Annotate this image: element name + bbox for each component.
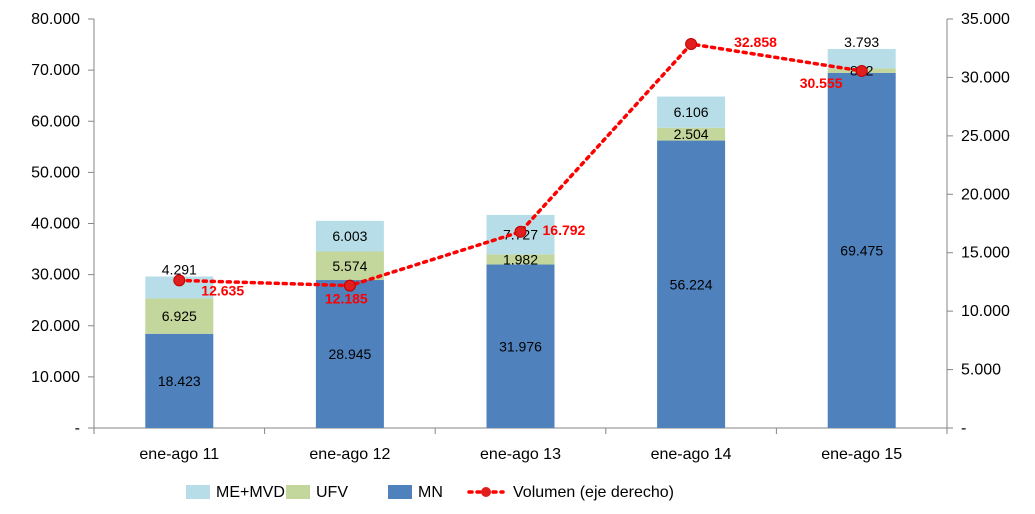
data-label-mn: 31.976 [499,338,542,354]
legend-label: MN [418,484,443,501]
data-label-me-mvd: 3.793 [844,34,879,50]
right-axis-tick-label: 15.000 [961,245,1010,262]
left-axis-tick-label: 20.000 [31,318,80,335]
volumen-point [173,274,186,287]
data-label-mn: 28.945 [328,346,371,362]
legend-line-marker [481,487,491,497]
right-axis-tick-label: - [961,420,966,437]
data-label-ufv: 1.982 [503,251,538,267]
volumen-point [685,38,698,51]
x-axis-category-label: ene-ago 11 [139,446,219,463]
data-label-me-mvd: 4.291 [162,261,197,277]
bar-segment-me-mvd [315,220,384,252]
left-axis-tick-label: 70.000 [31,62,80,79]
left-axis-tick-label: 50.000 [31,164,80,181]
bar-segment-ufv [657,127,726,141]
volumen-line [177,42,864,288]
legend-swatch [186,485,210,499]
legend-label: ME+MVD [216,484,285,501]
bar-segment-mn [486,264,555,428]
left-axis-tick-label: 60.000 [31,113,80,130]
right-axis-tick-label: 30.000 [961,69,1010,86]
data-label-mn: 18.423 [158,373,201,389]
right-axis-tick-label: 5.000 [961,362,1001,379]
data-label-volumen: 12.185 [325,291,368,307]
bar-segment-ufv [145,298,214,334]
volumen-point [855,64,868,77]
data-label-ufv: 2.504 [674,126,709,142]
right-axis-tick-label: 35.000 [961,11,1010,28]
data-label-ufv: 6.925 [162,308,197,324]
x-axis-category-label: ene-ago 15 [821,446,902,463]
volumen-point [343,279,356,292]
data-label-volumen: 30.555 [800,75,843,91]
bar-segment-ufv [315,251,384,281]
bar-segment-ufv [486,254,555,265]
left-axis-tick-label: 30.000 [31,267,80,284]
bar-segment-mn [145,333,214,428]
data-label-mn: 56.224 [670,276,713,292]
volumen-point [514,225,527,238]
left-axis-tick-label: - [75,420,80,437]
x-axis-category-label: ene-ago 14 [651,446,732,463]
data-label-volumen: 12.635 [201,282,244,298]
bar-segment-mn [315,280,384,428]
bar-segment-mn [827,72,896,429]
legend-swatch [286,485,310,499]
left-axis-tick-label: 10.000 [31,369,80,386]
x-axis-category-label: ene-ago 12 [309,446,390,463]
legend-label: Volumen (eje derecho) [513,484,674,501]
data-label-volumen: 16.792 [543,222,586,238]
data-label-mn: 69.475 [840,242,883,258]
right-axis-tick-label: 10.000 [961,303,1010,320]
data-label-volumen: 32.858 [734,34,777,50]
x-axis-category-label: ene-ago 13 [480,446,561,463]
right-axis-tick-label: 25.000 [961,128,1010,145]
left-axis-tick-label: 40.000 [31,216,80,233]
data-label-me-mvd: 6.003 [332,228,367,244]
data-label-me-mvd: 6.106 [674,104,709,120]
data-label-ufv: 5.574 [332,258,367,274]
legend-swatch [388,485,412,499]
left-axis-tick-label: 80.000 [31,11,80,28]
bar-segment-mn [657,140,726,428]
right-axis-tick-label: 20.000 [961,186,1010,203]
bar-segment-me-mvd [827,49,896,69]
bar-segment-me-mvd [657,96,726,128]
legend-label: UFV [316,484,348,501]
